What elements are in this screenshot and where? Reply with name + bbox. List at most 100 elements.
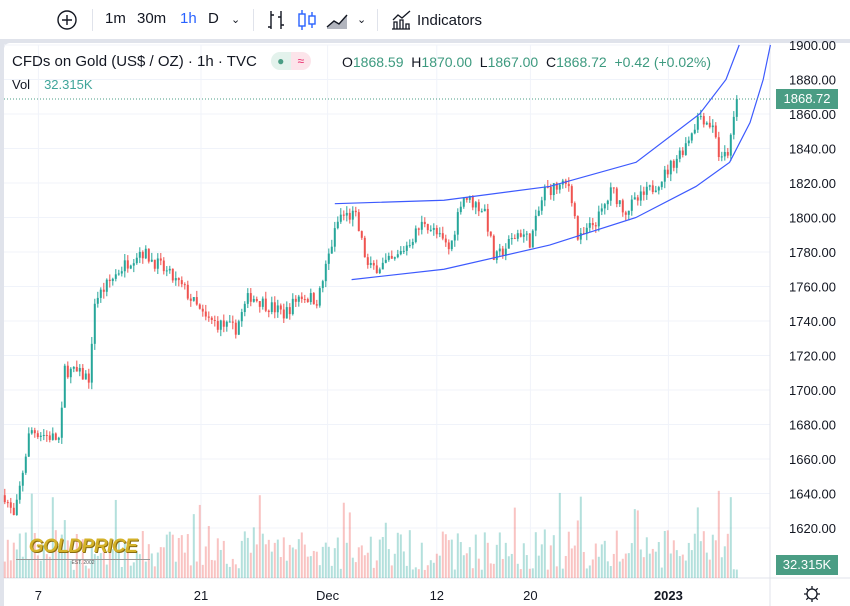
- candle-body: [570, 186, 573, 204]
- candle-body: [276, 305, 279, 313]
- volume-bar: [420, 542, 423, 578]
- candle-body: [525, 233, 528, 235]
- x-tick-label: 21: [194, 588, 208, 603]
- interval-dropdown-chevron-icon[interactable]: ⌄: [231, 14, 241, 26]
- indicators-button[interactable]: Indicators: [390, 9, 482, 31]
- candle-body: [216, 320, 219, 330]
- interval-30m[interactable]: 30m: [137, 10, 167, 27]
- volume-bar: [366, 552, 369, 578]
- candle-body: [267, 310, 270, 313]
- volume-bar: [654, 551, 657, 578]
- candle-body: [177, 278, 180, 281]
- volume-bar: [156, 552, 159, 578]
- volume-bar: [627, 553, 630, 578]
- volume-bar: [375, 560, 378, 578]
- market-status-pill[interactable]: ● ≈: [270, 52, 311, 70]
- volume-bar: [597, 556, 600, 578]
- volume-bar: [282, 537, 285, 578]
- candle-body: [396, 254, 399, 258]
- candle-body: [651, 185, 654, 193]
- volume-bar: [219, 549, 222, 578]
- settings-gear-icon[interactable]: [802, 584, 822, 604]
- candle-body: [372, 262, 375, 266]
- candle-body: [435, 227, 438, 235]
- volume-bar: [168, 531, 171, 578]
- volume-bar: [357, 547, 360, 578]
- candle-body: [480, 211, 483, 213]
- candle-body: [720, 156, 723, 158]
- volume-bar: [195, 561, 198, 578]
- volume-bar: [630, 543, 633, 578]
- interval-1h[interactable]: 1h: [180, 10, 197, 27]
- candle-body: [129, 265, 132, 269]
- interval-D[interactable]: D: [208, 10, 219, 27]
- candle-body: [336, 221, 339, 229]
- volume-bar: [27, 559, 30, 578]
- candle-body: [36, 433, 39, 437]
- chart-pane[interactable]: [4, 43, 850, 606]
- candle-body: [51, 433, 54, 440]
- volume-bar: [105, 564, 108, 578]
- add-symbol-button[interactable]: [56, 9, 78, 35]
- candle-body: [300, 296, 303, 300]
- volume-bar: [192, 514, 195, 578]
- candle-body: [357, 212, 360, 232]
- candle-body: [711, 125, 714, 128]
- bars-chart-icon[interactable]: [265, 9, 287, 31]
- candle-body: [348, 212, 351, 220]
- volume-bar: [165, 534, 168, 578]
- volume-bar: [279, 557, 282, 578]
- candle-body: [318, 288, 321, 306]
- volume-bar: [528, 568, 531, 578]
- volume-bar: [405, 565, 408, 578]
- candle-body: [231, 321, 234, 323]
- volume-bar: [213, 560, 216, 578]
- candle-body: [495, 251, 498, 260]
- volume-bar: [78, 559, 81, 578]
- candle-body: [531, 230, 534, 248]
- candle-body: [543, 186, 546, 201]
- volume-bar: [57, 546, 60, 578]
- candle-body: [693, 129, 696, 134]
- candle-body: [24, 456, 27, 473]
- volume-bar: [21, 556, 24, 578]
- volume-bar: [510, 553, 513, 578]
- candle-body: [84, 373, 87, 380]
- candle-body: [351, 210, 354, 220]
- interval-1m[interactable]: 1m: [105, 10, 126, 27]
- candle-body: [87, 373, 90, 383]
- volume-bar: [330, 565, 333, 578]
- volume-bar: [462, 555, 465, 578]
- volume-bar: [153, 566, 156, 578]
- volume-bar: [144, 561, 147, 578]
- candle-body: [405, 245, 408, 251]
- volume-bar: [87, 568, 90, 578]
- candles-chart-icon[interactable]: [296, 9, 318, 31]
- candle-body: [96, 297, 99, 304]
- volume-bar: [387, 549, 390, 578]
- volume-bar: [561, 568, 564, 578]
- candle-body: [117, 273, 120, 275]
- candle-body: [63, 365, 66, 408]
- volume-bar: [549, 545, 552, 578]
- volume-bar: [411, 569, 414, 578]
- volume-bar: [648, 553, 651, 578]
- candle-body: [6, 502, 9, 504]
- candle-body: [21, 472, 24, 486]
- volume-bar: [690, 550, 693, 578]
- volume-bar: [309, 556, 312, 578]
- area-chart-icon[interactable]: [325, 9, 349, 31]
- volume-bar: [576, 520, 579, 578]
- candle-body: [426, 224, 429, 231]
- y-tick-label: 1700.00: [789, 383, 836, 398]
- candle-body: [171, 268, 174, 281]
- volume-bar: [264, 544, 267, 578]
- volume-bar: [582, 551, 585, 578]
- volume-bar: [732, 569, 735, 578]
- chart-type-chevron-icon[interactable]: ⌄: [357, 14, 367, 26]
- symbol-title[interactable]: CFDs on Gold (US$ / OZ) · 1h · TVC: [12, 52, 257, 70]
- candle-body: [378, 269, 381, 274]
- volume-bar: [111, 549, 114, 578]
- candle-body: [366, 257, 369, 265]
